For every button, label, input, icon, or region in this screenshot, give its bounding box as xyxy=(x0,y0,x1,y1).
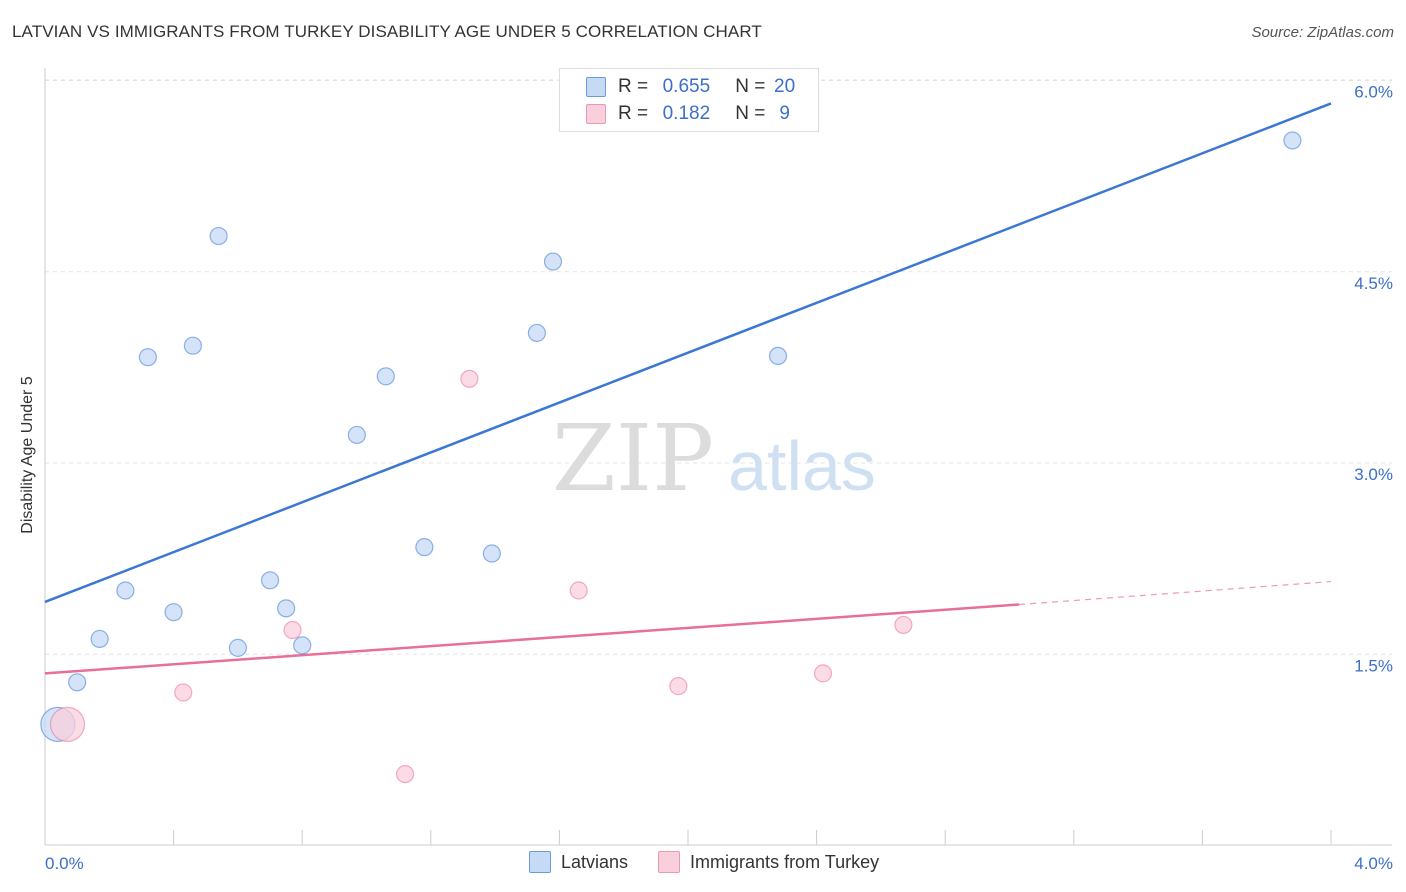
legend-swatch-latvians xyxy=(586,77,606,97)
x-tick-label: 4.0% xyxy=(1354,854,1393,873)
point-latvians xyxy=(527,323,546,343)
point-turkey xyxy=(894,615,913,635)
legend-r-label: R = xyxy=(618,103,649,124)
trend-lines xyxy=(44,102,1332,675)
legend-row-turkey: R = 0.182 N = 9 xyxy=(586,102,799,126)
point-turkey xyxy=(569,581,588,600)
point-latvians xyxy=(347,425,366,445)
tick-labels: 1.5% 3.0% 4.5% 6.0% 0.0% 4.0% xyxy=(45,83,1393,874)
point-turkey xyxy=(49,706,86,742)
watermark: ZIP atlas xyxy=(552,405,876,512)
y-tick-label: 3.0% xyxy=(1354,465,1393,484)
point-turkey xyxy=(174,683,193,702)
point-latvians xyxy=(768,346,788,365)
point-turkey xyxy=(395,764,415,784)
legend-swatch-turkey xyxy=(658,851,681,873)
point-latvians xyxy=(209,226,228,246)
axes xyxy=(44,68,1392,846)
series-legend: Latvians Immigrants from Turkey xyxy=(529,851,909,873)
legend-row-latvians: R = 0.655 N = 20 xyxy=(586,75,799,99)
y-tick-label: 6.0% xyxy=(1354,83,1393,102)
y-tick-label: 1.5% xyxy=(1354,656,1393,675)
point-latvians xyxy=(1283,131,1302,150)
trend-line-0 xyxy=(44,102,1332,604)
legend-swatch-latvians xyxy=(529,851,551,873)
legend-r-value: 0.182 xyxy=(662,103,711,124)
data-points xyxy=(40,131,1302,784)
watermark-atlas: atlas xyxy=(728,427,876,505)
legend-r-label: R = xyxy=(618,76,649,97)
trend-line-1 xyxy=(44,603,1020,675)
point-latvians xyxy=(277,599,296,618)
point-latvians xyxy=(183,336,202,355)
point-latvians xyxy=(543,252,563,271)
point-latvians xyxy=(68,673,87,692)
legend-item-latvians[interactable]: Latvians xyxy=(529,851,628,873)
legend-label-latvians: Latvians xyxy=(561,851,629,872)
trend-line-dashed-1 xyxy=(1019,580,1332,606)
point-latvians xyxy=(116,581,135,600)
point-latvians xyxy=(482,544,501,563)
watermark-zip: ZIP xyxy=(552,405,714,512)
legend-item-turkey[interactable]: Immigrants from Turkey xyxy=(658,851,879,873)
point-latvians xyxy=(90,629,109,649)
legend-r-value: 0.655 xyxy=(662,76,711,97)
point-latvians xyxy=(164,603,183,622)
legend-n-value: 20 xyxy=(774,76,796,97)
point-latvians xyxy=(138,348,157,367)
point-turkey xyxy=(460,369,479,388)
legend-n-label: N = xyxy=(735,76,766,97)
point-turkey xyxy=(283,620,302,640)
legend-n-value: 9 xyxy=(779,103,790,124)
legend-n-label: N = xyxy=(735,103,766,124)
point-turkey xyxy=(669,677,688,696)
gridlines xyxy=(45,79,1392,655)
point-latvians xyxy=(260,571,280,590)
y-tick-label: 4.5% xyxy=(1354,274,1393,293)
stats-legend: R = 0.655 N = 20 R = 0.182 N = 9 xyxy=(559,68,819,132)
source-label: Source: ZipAtlas.com xyxy=(1251,24,1394,41)
legend-swatch-turkey xyxy=(586,104,606,124)
point-turkey xyxy=(813,664,833,683)
chart-title: LATVIAN VS IMMIGRANTS FROM TURKEY DISABI… xyxy=(12,22,762,41)
point-latvians xyxy=(415,538,434,557)
x-tick-label: 0.0% xyxy=(45,854,84,873)
legend-label-turkey: Immigrants from Turkey xyxy=(690,851,880,872)
point-latvians xyxy=(376,367,395,386)
point-latvians xyxy=(228,638,247,657)
point-latvians xyxy=(293,636,312,655)
